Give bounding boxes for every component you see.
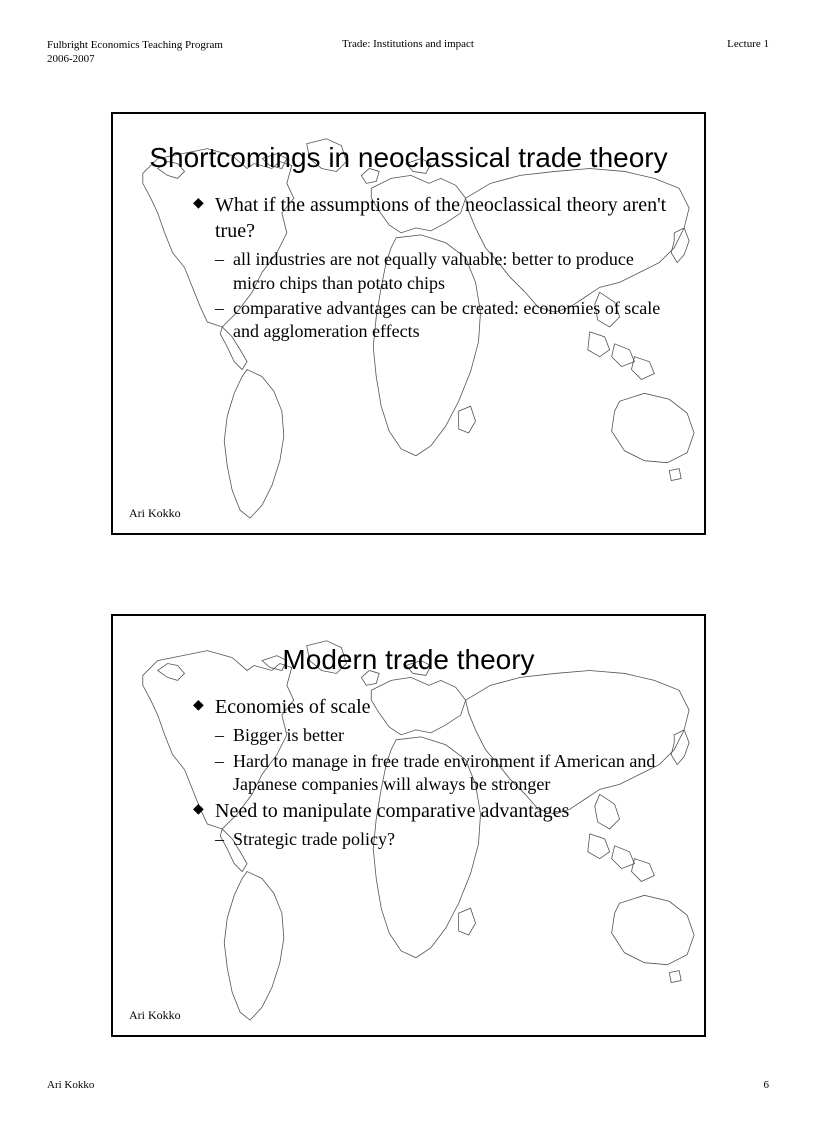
footer-page-number: 6	[764, 1079, 770, 1091]
header-right: Lecture 1	[727, 38, 769, 67]
bullet-sub: Hard to manage in free trade environment…	[193, 750, 674, 797]
bullet-sub: Bigger is better	[193, 724, 674, 747]
slide-author: Ari Kokko	[129, 506, 181, 521]
bullet-sub: Strategic trade policy?	[193, 828, 674, 851]
header-left: Fulbright Economics Teaching Program 200…	[47, 38, 223, 67]
slide-2: Modern trade theory Economies of scale B…	[111, 614, 706, 1037]
bullet-block: Economies of scale Bigger is better Hard…	[143, 694, 674, 852]
footer-author: Ari Kokko	[47, 1079, 94, 1091]
slide-author: Ari Kokko	[129, 1008, 181, 1023]
slide-1: Shortcomings in neoclassical trade theor…	[111, 112, 706, 535]
bullet-main: What if the assumptions of the neoclassi…	[193, 192, 674, 244]
header-year: 2006-2007	[47, 52, 223, 66]
bullet-block: What if the assumptions of the neoclassi…	[143, 192, 674, 344]
bullet-main: Economies of scale	[193, 694, 674, 720]
slide-title: Modern trade theory	[143, 644, 674, 676]
bullet-sub: comparative advantages can be created: e…	[193, 297, 674, 344]
slide-title: Shortcomings in neoclassical trade theor…	[143, 142, 674, 174]
page-header: Fulbright Economics Teaching Program 200…	[47, 38, 769, 67]
bullet-main: Need to manipulate comparative advantage…	[193, 798, 674, 824]
page-footer: Ari Kokko 6	[47, 1079, 769, 1091]
header-program: Fulbright Economics Teaching Program	[47, 38, 223, 52]
bullet-sub: all industries are not equally valuable:…	[193, 248, 674, 295]
header-center: Trade: Institutions and impact	[342, 38, 474, 50]
